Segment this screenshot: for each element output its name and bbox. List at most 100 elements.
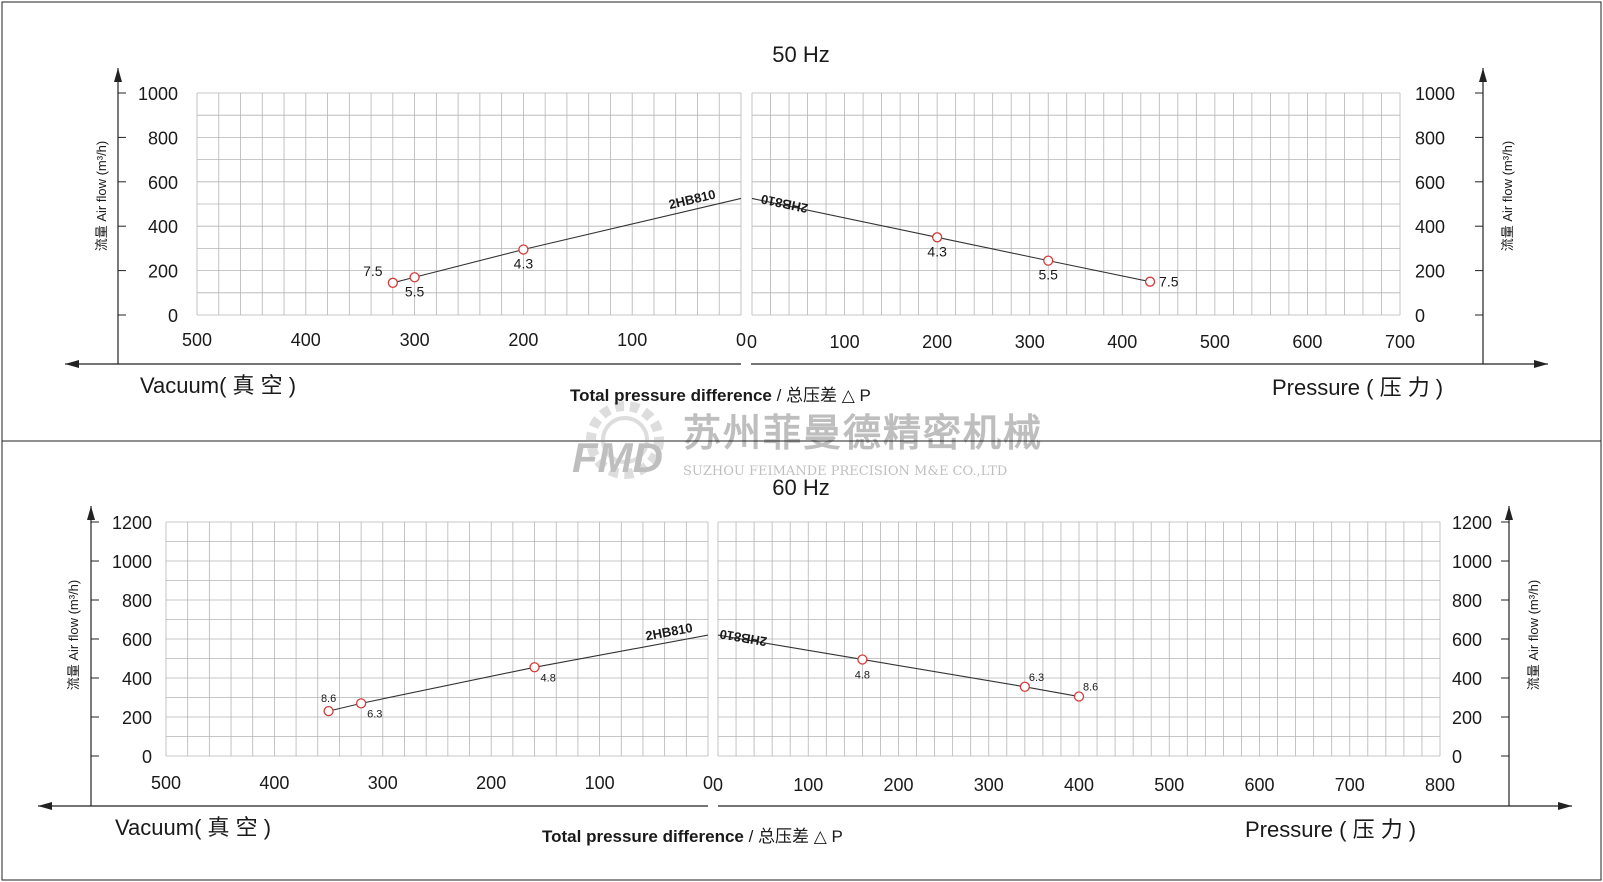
left-y-axis-arrow-icon [87, 506, 95, 520]
left-y-tick-label: 1000 [138, 84, 178, 104]
right-y-axis-title: 流量 Air flow (m³/h) [1500, 141, 1515, 252]
watermark-company-en: SUZHOU FEIMANDE PRECISION M&E CO.,LTD [683, 464, 1007, 479]
pressure-label: Pressure ( 压 力 ) [1272, 375, 1443, 400]
left-x-tick-label: 400 [259, 773, 289, 793]
pressure-arrow-icon [1558, 802, 1572, 810]
chart-title: 60 Hz [772, 475, 829, 500]
right-x-tick-label: 700 [1385, 332, 1415, 352]
right-x-tick-label: 0 [713, 775, 723, 795]
x-axis-title-en: Total pressure difference [570, 386, 772, 405]
data-point-label: 7.5 [1159, 274, 1179, 290]
vacuum-arrow-icon [65, 360, 79, 368]
left-x-tick-label: 300 [400, 330, 430, 350]
left-x-tick-label: 500 [182, 330, 212, 350]
chart-title: 50 Hz [772, 42, 829, 67]
x-axis-title-cn: / 总压差 △ P [772, 386, 871, 405]
series-line-2hb810 [392, 197, 742, 284]
right-grid [717, 521, 1441, 757]
left-y-tick-label: 400 [122, 669, 152, 689]
right-x-tick-label: 600 [1244, 775, 1274, 795]
data-point-marker [409, 272, 420, 283]
right-y-tick-label: 0 [1452, 747, 1462, 767]
x-axis-title: Total pressure difference / 总压差 △ P [542, 827, 843, 846]
right-x-tick-label: 200 [922, 332, 952, 352]
right-y-tick-label: 0 [1415, 306, 1425, 326]
right-x-tick-label: 400 [1064, 775, 1094, 795]
chart-60-hz: 60 Hz 流量 Air flow (m³/h) 流量 Air flow (m³/h… [38, 475, 1572, 846]
left-x-tick-label: 100 [617, 330, 647, 350]
right-x-tick-label: 0 [747, 332, 757, 352]
data-point-label: 8.6 [1083, 682, 1098, 694]
right-panel: 0 200 400 600 800 1000 1200 0 100 200 300 400 500 600… [713, 513, 1509, 795]
x-axis-title-en: Total pressure difference [542, 827, 744, 846]
data-point-label: 4.8 [541, 672, 556, 684]
data-point-marker [1144, 276, 1156, 287]
data-point-label: 5.5 [405, 283, 425, 299]
data-point-label: 6.3 [367, 708, 382, 720]
left-y-tick-label: 200 [148, 262, 178, 282]
data-point-label: 8.6 [321, 693, 336, 705]
data-point-marker [529, 662, 540, 673]
right-y-tick-label: 600 [1452, 630, 1482, 650]
series-line-2hb810 [751, 197, 1151, 283]
left-grid [165, 521, 709, 757]
data-point-label: 4.8 [855, 669, 870, 681]
left-y-tick-label: 600 [148, 173, 178, 193]
left-y-axis-title: 流量 Air flow (m³/h) [66, 580, 81, 691]
right-y-tick-label: 1000 [1452, 552, 1492, 572]
logo-text: FMD [572, 434, 663, 481]
right-x-tick-label: 800 [1425, 775, 1455, 795]
right-y-axis-arrow-icon [1505, 506, 1513, 520]
left-x-tick-label: 200 [508, 330, 538, 350]
right-y-tick-label: 1000 [1415, 84, 1455, 104]
left-x-tick-label: 500 [151, 773, 181, 793]
series-line-2hb810 [717, 634, 1080, 698]
data-point-marker [323, 706, 334, 717]
left-y-tick-label: 0 [142, 747, 152, 767]
data-point-marker [931, 232, 943, 243]
left-x-tick-label: 200 [476, 773, 506, 793]
left-x-tick-label: 0 [736, 330, 746, 350]
left-x-tick-label: 400 [291, 330, 321, 350]
right-y-tick-label: 400 [1415, 217, 1445, 237]
right-x-tick-label: 300 [974, 775, 1004, 795]
left-x-tick-label: 100 [585, 773, 615, 793]
left-y-tick-label: 200 [122, 708, 152, 728]
right-y-tick-label: 800 [1452, 591, 1482, 611]
right-x-tick-label: 700 [1335, 775, 1365, 795]
pressure-label: Pressure ( 压 力 ) [1245, 817, 1416, 842]
right-y-axis-title: 流量 Air flow (m³/h) [1526, 580, 1541, 691]
fmd-logo-gear-icon: FMD [572, 401, 664, 481]
right-x-tick-label: 500 [1200, 332, 1230, 352]
data-point-marker [857, 654, 868, 665]
right-y-tick-label: 800 [1415, 128, 1445, 148]
data-point-marker [1019, 681, 1030, 692]
company-watermark: FMD 苏州菲曼德精密机械 SUZHOU FEIMANDE PRECISION … [572, 401, 1041, 481]
left-x-tick-label: 300 [368, 773, 398, 793]
left-y-axis-title: 流量 Air flow (m³/h) [94, 141, 109, 252]
data-point-marker [1043, 255, 1054, 266]
data-point-marker [1073, 691, 1085, 702]
charts-layer: 50 Hz 流量 Air flow (m³/h) 流量 Air flow (m³/h… [38, 42, 1572, 846]
right-x-tick-label: 600 [1292, 332, 1322, 352]
right-y-axis-arrow-icon [1479, 68, 1487, 82]
data-point-marker [355, 698, 367, 709]
right-y-tick-label: 400 [1452, 669, 1482, 689]
data-point-marker [387, 277, 398, 288]
right-x-tick-label: 200 [883, 775, 913, 795]
left-y-tick-label: 600 [122, 630, 152, 650]
right-x-tick-label: 400 [1107, 332, 1137, 352]
data-point-label: 4.3 [927, 243, 947, 259]
right-x-tick-label: 300 [1015, 332, 1045, 352]
data-point-label: 5.5 [1038, 267, 1058, 283]
left-y-tick-label: 1200 [112, 513, 152, 533]
x-axis-title: Total pressure difference / 总压差 △ P [570, 386, 871, 405]
x-axis-title-cn: / 总压差 △ P [744, 827, 843, 846]
vacuum-label: Vacuum( 真 空 ) [115, 815, 271, 840]
data-point-label: 4.3 [514, 256, 534, 272]
left-grid [196, 92, 742, 316]
right-y-tick-label: 200 [1452, 708, 1482, 728]
